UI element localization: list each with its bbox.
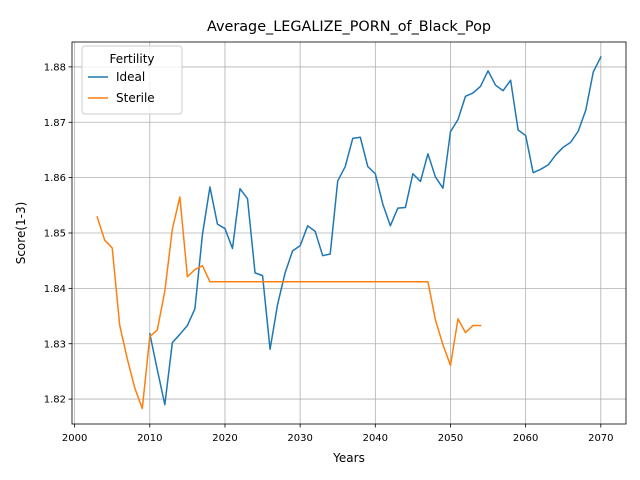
- x-axis-ticks: 2000 2010 2020 2030 2040 2050 2060 2070: [62, 424, 614, 444]
- y-tick-label: 1.87: [44, 118, 66, 129]
- y-tick-label: 1.86: [44, 173, 66, 184]
- legend-label-sterile: Sterile: [116, 91, 155, 105]
- y-tick-label: 1.82: [44, 395, 66, 406]
- x-tick-label: 2020: [212, 433, 237, 444]
- legend-title: Fertility: [109, 52, 154, 66]
- series-line-sterile: [96, 196, 482, 410]
- x-tick-label: 2070: [588, 433, 613, 444]
- x-tick-label: 2030: [287, 433, 312, 444]
- x-tick-label: 2040: [363, 433, 388, 444]
- x-axis-label: Years: [332, 451, 365, 465]
- y-tick-label: 1.85: [44, 229, 66, 240]
- legend-box: [81, 45, 183, 115]
- y-tick-label: 1.88: [44, 63, 66, 74]
- x-tick-label: 2060: [513, 433, 538, 444]
- legend: Fertility Ideal Sterile: [81, 45, 183, 115]
- x-tick-label: 2000: [62, 433, 87, 444]
- series-line-ideal: [148, 55, 602, 406]
- series-lines: [96, 55, 602, 410]
- x-tick-label: 2050: [438, 433, 463, 444]
- x-tick-label: 2010: [137, 433, 162, 444]
- legend-label-ideal: Ideal: [116, 70, 145, 84]
- y-tick-label: 1.83: [44, 339, 66, 350]
- y-axis-label: Score(1-3): [14, 202, 28, 265]
- chart-title: Average_LEGALIZE_PORN_of_Black_Pop: [207, 19, 491, 35]
- grid-lines: [72, 42, 626, 424]
- y-tick-label: 1.84: [44, 284, 66, 295]
- y-axis-ticks: 1.82 1.83 1.84 1.85 1.86 1.87 1.88: [44, 63, 72, 406]
